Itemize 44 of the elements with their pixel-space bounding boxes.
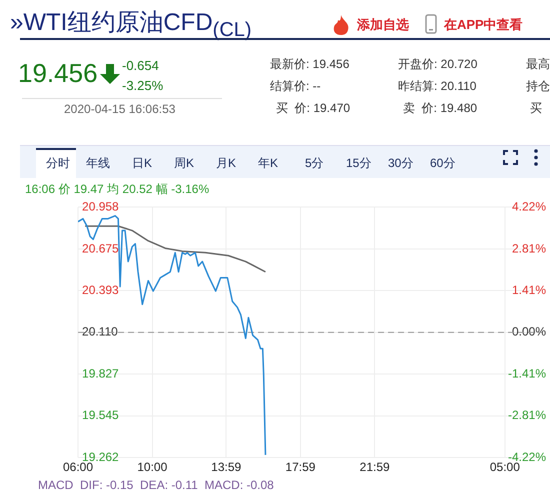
- y-tick-label: 19.827: [82, 366, 120, 380]
- text: 日K: [132, 156, 152, 170]
- text: 5分: [305, 156, 324, 170]
- text: 周K: [174, 156, 194, 170]
- x-tick-label: 10:00: [137, 460, 168, 474]
- text: 持仓: [526, 79, 550, 93]
- y2-tick-label: -1.41%: [508, 366, 546, 381]
- text: 60分: [430, 156, 456, 170]
- text: 年K: [258, 156, 278, 170]
- text: -0.654: [122, 58, 159, 73]
- text: 添加自选: [357, 17, 409, 32]
- text: 昨结算: 20.110: [398, 79, 476, 93]
- y-tick-label: 20.958: [82, 200, 120, 214]
- text: 分时: [46, 156, 70, 170]
- x-tick-label: 13:59: [211, 460, 242, 474]
- chart-title: »WTI纽约原油CFD$_{(CL)}$: [10, 9, 252, 41]
- text: 15分: [346, 156, 372, 170]
- text: 买 价: 19.470: [276, 101, 350, 115]
- text: -3.25%: [122, 78, 164, 93]
- text: 最新价: 19.456: [270, 57, 350, 71]
- y-tick-label: 20.393: [82, 282, 120, 297]
- text: 2020-04-15 16:06:53: [64, 102, 176, 116]
- x-tick-label: 21:59: [360, 460, 390, 474]
- text: MACD DIF: -0.15 DEA: -0.11 MACD: -0.08: [38, 478, 274, 492]
- y-tick-label: 20.110: [82, 324, 118, 339]
- text: 买: [530, 101, 542, 115]
- text: 30分: [388, 156, 414, 170]
- text: 年线: [86, 156, 110, 170]
- text: 最高: [526, 57, 550, 71]
- y2-tick-label: -2.81%: [508, 408, 546, 422]
- text: 开盘价: 20.720: [398, 57, 478, 71]
- y2-tick-label: 0.00%: [512, 324, 546, 339]
- text: 月K: [216, 156, 236, 170]
- text: 19.456: [18, 58, 98, 88]
- y-tick-label: 20.675: [82, 241, 120, 256]
- text: 16:06 价 19.47 均 20.52 幅 -3.16%: [25, 182, 210, 196]
- y-tick-label: 19.545: [82, 408, 120, 422]
- y2-tick-label: 2.81%: [512, 241, 546, 256]
- text: 卖 价: 19.480: [403, 101, 478, 115]
- y2-tick-label: 1.41%: [512, 282, 546, 297]
- text: 结算价: --: [270, 79, 321, 93]
- x-tick-label: 17:59: [285, 460, 316, 474]
- y2-tick-label: 4.22%: [512, 200, 546, 214]
- text: 在APP中查看: [444, 17, 523, 32]
